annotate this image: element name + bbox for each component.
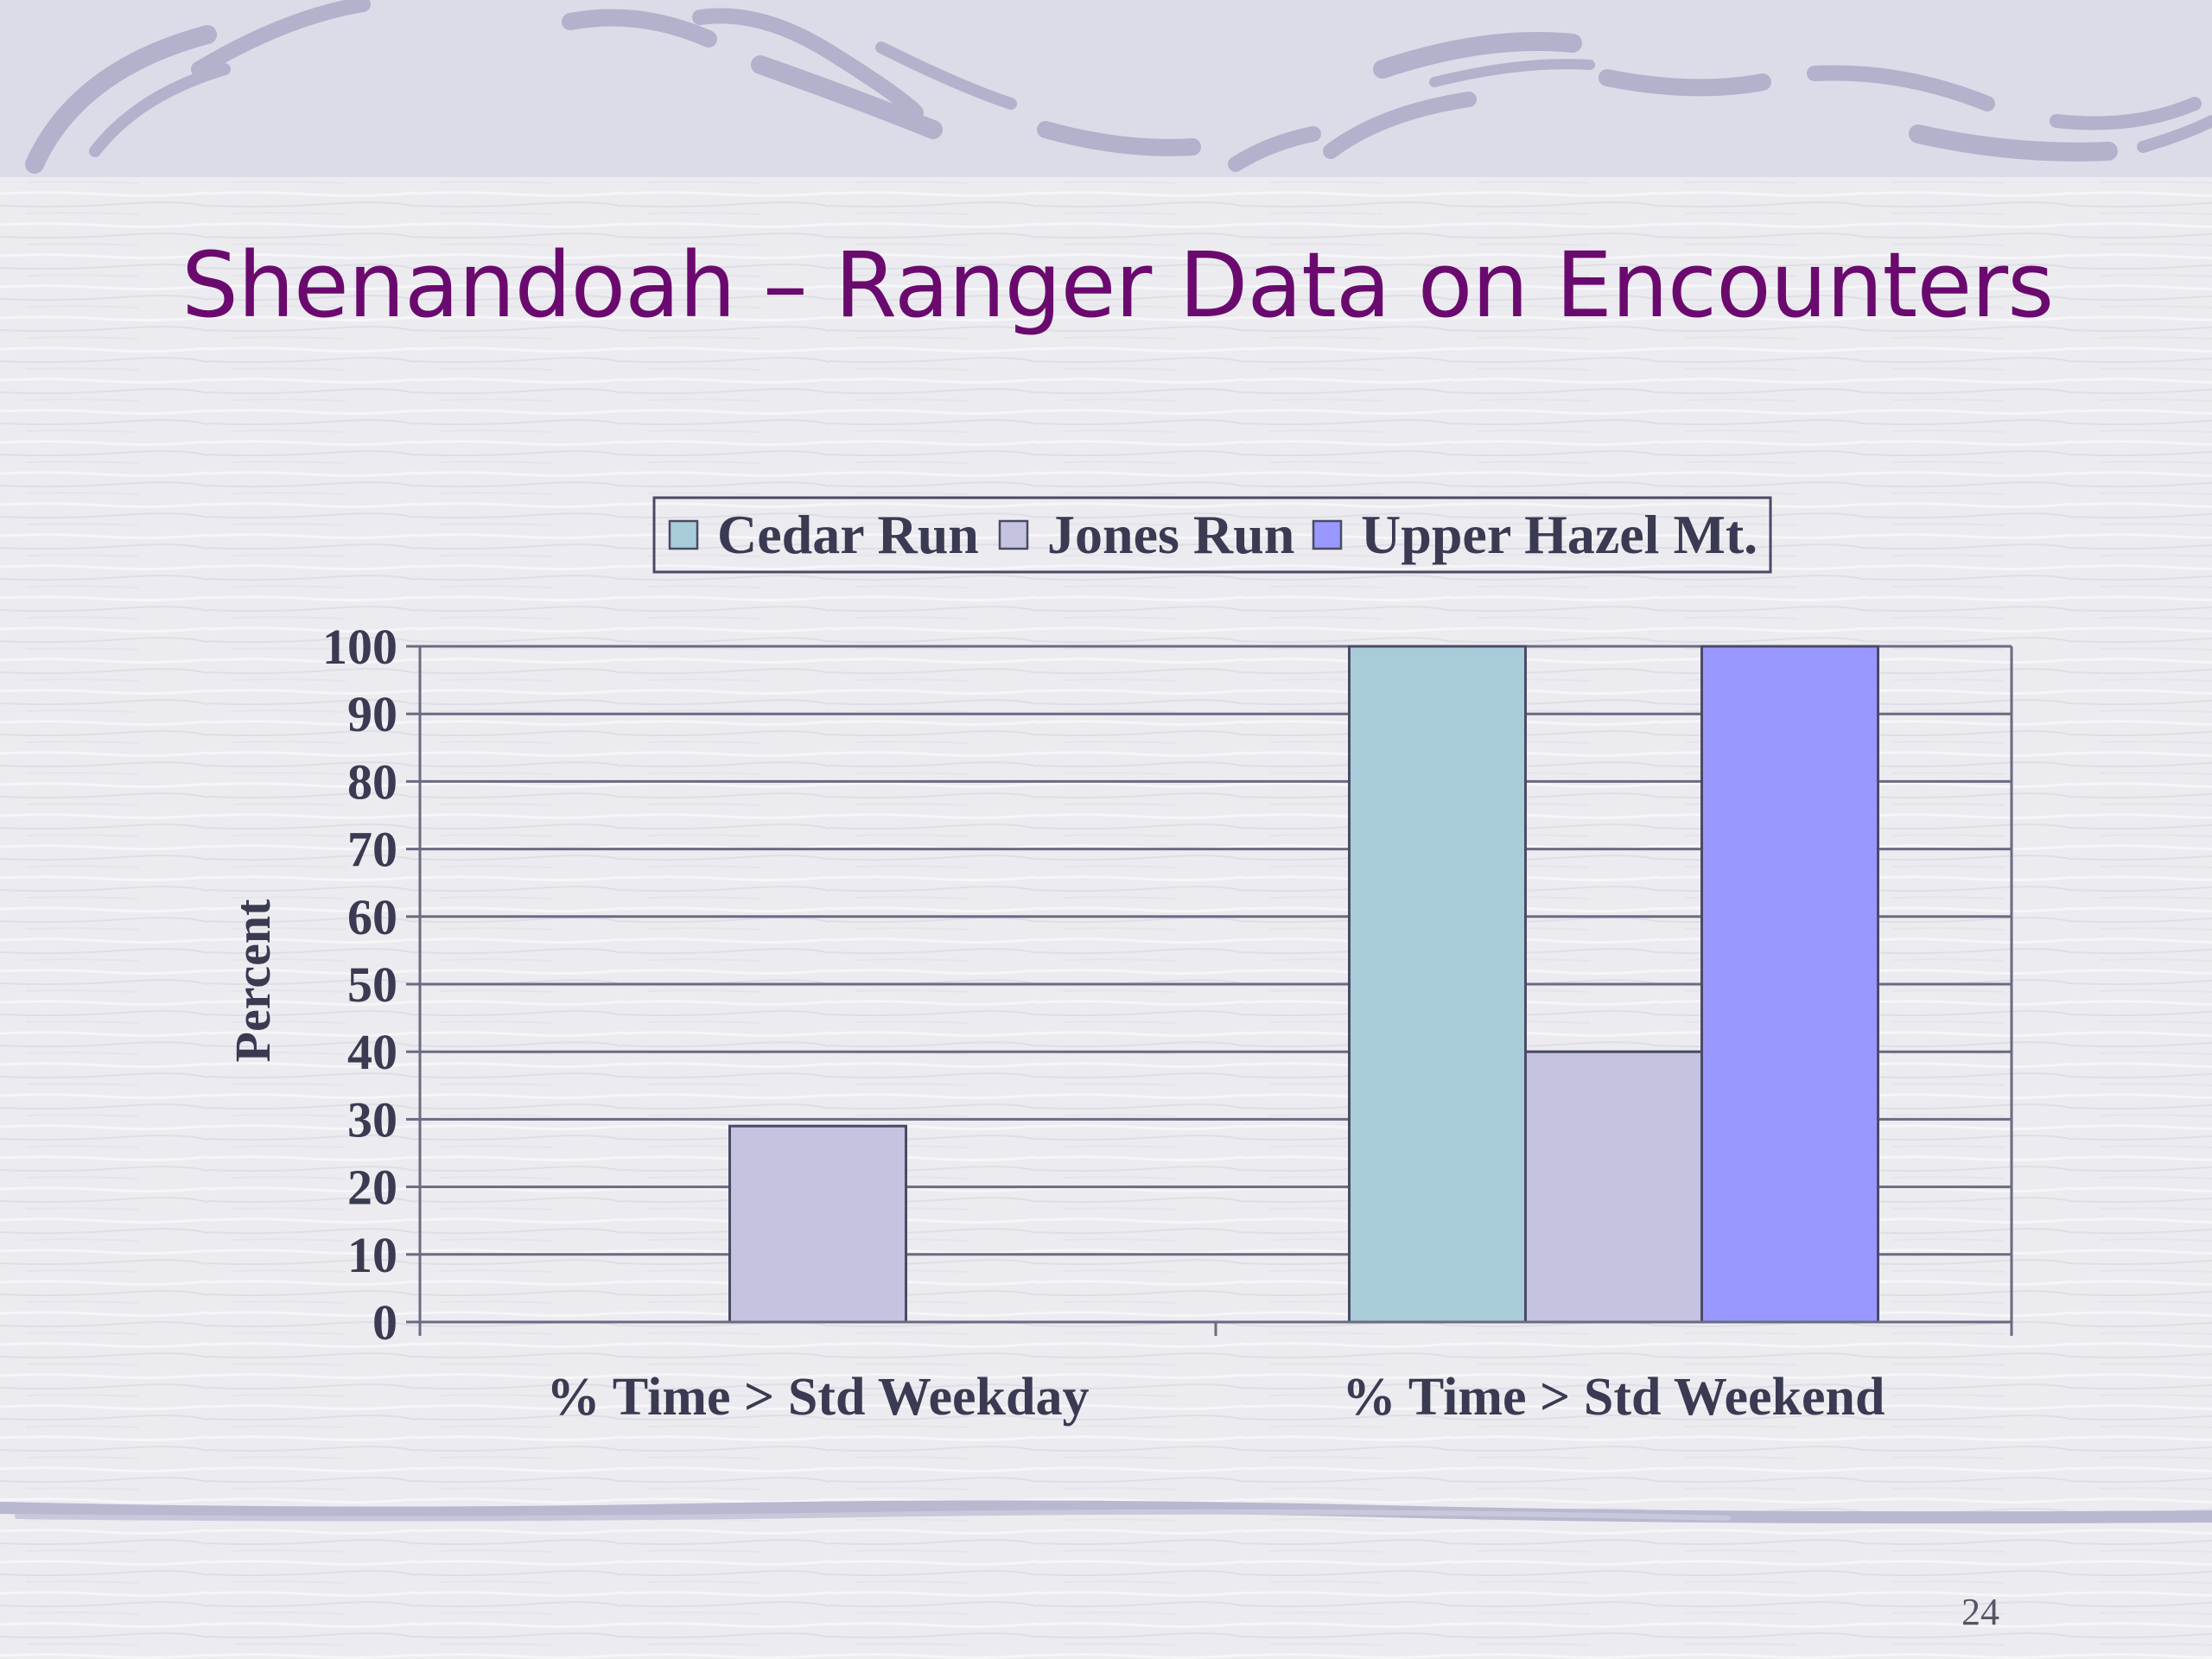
legend: Cedar Run Jones Run Upper Hazel Mt. <box>652 496 1772 574</box>
y-tick-label: 60 <box>347 889 397 945</box>
legend-swatch <box>1312 519 1343 550</box>
legend-swatch <box>998 519 1029 550</box>
tick-labels: 0 10 20 30 40 50 60 70 80 90 100 % Time > Std Weekd… <box>322 619 1885 1427</box>
axes <box>406 645 2013 1336</box>
decorative-swash-footer <box>0 1500 2212 1524</box>
y-tick-label: 100 <box>322 619 397 675</box>
x-category-label: % Time > Std Weekend <box>1343 1368 1885 1427</box>
y-axis-title: Percent <box>225 899 281 1063</box>
legend-label: Upper Hazel Mt. <box>1361 504 1758 565</box>
y-tick-label: 30 <box>347 1091 397 1147</box>
bar-cedar-run-2 <box>1348 645 1527 1324</box>
slide-title: Shenandoah – Ranger Data on Encounters <box>181 232 2054 338</box>
bars <box>728 645 1879 1324</box>
bar-jones-run-1 <box>728 1124 907 1324</box>
page-number: 24 <box>1961 1591 1999 1633</box>
legend-box <box>652 496 1772 574</box>
bar-upper-hazel-mt-2 <box>1700 645 1879 1324</box>
y-tick-label: 0 <box>372 1294 397 1351</box>
legend-label: Cedar Run <box>717 504 979 565</box>
y-tick-label: 80 <box>347 753 397 810</box>
x-category-label: % Time > Std Weekday <box>547 1368 1090 1427</box>
decorative-swash-header <box>0 0 2212 177</box>
y-tick-label: 70 <box>347 822 397 878</box>
y-tick-label: 20 <box>347 1160 397 1216</box>
y-tick-label: 90 <box>347 686 397 742</box>
legend-label: Jones Run <box>1047 504 1294 565</box>
y-tick-label: 50 <box>347 957 397 1013</box>
bar-jones-run-2 <box>1524 1050 1703 1324</box>
legend-swatch <box>668 519 699 550</box>
y-tick-label: 10 <box>347 1227 397 1283</box>
y-tick-label: 40 <box>347 1024 397 1080</box>
